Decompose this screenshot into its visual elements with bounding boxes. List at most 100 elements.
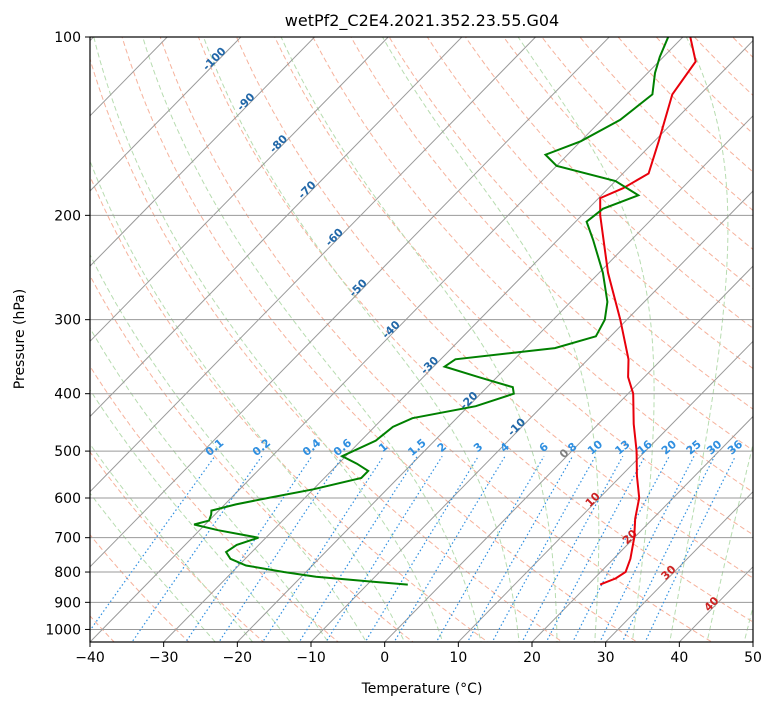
y-tick-label: 600 [54, 491, 81, 507]
dry-adiabat [6, 26, 429, 654]
dry-adiabat [421, 26, 775, 654]
isotherm-line [741, 10, 775, 654]
mixing-ratio-line [73, 456, 215, 654]
isotherm-line [0, 10, 194, 654]
isotherm-label: -100 [200, 44, 229, 73]
dry-adiabat [458, 26, 775, 654]
mixing-ratio-line [387, 456, 505, 654]
isotherm-label: 20 [620, 527, 640, 547]
mixing-ratio-line [178, 456, 312, 654]
x-tick-label: 40 [670, 650, 688, 666]
dry-adiabat [383, 26, 775, 654]
dry-adiabat [647, 26, 775, 654]
mixing-ratio-label: 3 [471, 440, 485, 455]
y-tick-label: 700 [54, 531, 81, 547]
isotherm-label: -30 [418, 354, 441, 377]
y-tick-label: 200 [54, 208, 81, 224]
mixing-ratio-label: 25 [684, 438, 704, 458]
dry-adiabat [534, 26, 775, 654]
mixing-ratio-line [594, 456, 694, 654]
mixing-ratio-line [124, 456, 262, 654]
mixing-ratio-line [430, 456, 544, 654]
isotherm-line [373, 10, 775, 654]
moist-adiabat [199, 24, 521, 654]
isotherm-line [0, 10, 341, 654]
isotherm-label: -80 [267, 132, 290, 155]
mixing-ratio-label: 0.2 [250, 436, 273, 458]
x-tick-label: 30 [597, 650, 615, 666]
isotherm-label: -50 [347, 276, 370, 299]
isotherm-label: 30 [659, 563, 679, 583]
moist-adiabat [704, 24, 775, 654]
isotherm-label: -40 [379, 318, 402, 341]
isotherm-label: -70 [295, 178, 318, 201]
mixing-ratio-label: 13 [613, 438, 633, 458]
dry-adiabat [270, 26, 775, 654]
moist-adiabat [509, 24, 654, 654]
isotherm-line [0, 10, 267, 654]
chart-title: wetPf2_C2E4.2021.352.23.55.G04 [285, 11, 559, 31]
y-axis-label: Pressure (hPa) [12, 289, 28, 389]
x-axis-label: Temperature (°C) [361, 681, 483, 697]
dry-adiabat [609, 26, 775, 654]
mixing-ratio-label: 1.5 [405, 436, 428, 458]
x-tick-label: 50 [744, 650, 762, 666]
mixing-ratio-label: 36 [725, 437, 745, 457]
dry-adiabat [684, 26, 775, 654]
mixing-ratio-line [461, 456, 573, 654]
y-tick-label: 800 [54, 565, 81, 581]
moist-adiabat [275, 24, 557, 654]
x-tick-label: −40 [75, 650, 105, 666]
dry-adiabat [307, 26, 775, 654]
dry-adiabat [194, 26, 775, 654]
moist-adiabat [741, 24, 775, 654]
mixing-ratio-line [486, 456, 596, 654]
dry-adiabat [157, 26, 732, 654]
isotherm-label: -90 [234, 90, 257, 113]
mixing-ratio-line [516, 456, 623, 654]
x-tick-label: 10 [449, 650, 467, 666]
moist-adiabat [375, 24, 599, 654]
dry-adiabat [232, 26, 775, 654]
mixing-ratio-label: 4 [498, 440, 512, 455]
isotherm-label: 10 [583, 490, 603, 510]
y-tick-label: 900 [54, 595, 81, 611]
mixing-ratio-label: 20 [659, 437, 679, 457]
dry-adiabat [345, 26, 775, 654]
isotherm-label: -60 [323, 226, 346, 249]
x-tick-label: −10 [296, 650, 326, 666]
mixing-ratio-label: 10 [585, 437, 605, 457]
y-tick-label: 300 [54, 313, 81, 329]
dry-adiabat [81, 26, 580, 654]
mixing-ratio-label: 2 [435, 440, 449, 455]
isotherm-line [594, 10, 775, 654]
moist-adiabat [0, 150, 299, 654]
mixing-ratio-line [319, 456, 442, 654]
x-tick-label: −20 [223, 650, 253, 666]
mixing-ratio-line [255, 456, 383, 654]
x-tick-label: −30 [149, 650, 179, 666]
x-tick-label: 0 [380, 650, 389, 666]
isotherm-label: -10 [505, 415, 528, 438]
x-tick-label: 20 [523, 650, 541, 666]
y-tick-label: 500 [54, 444, 81, 460]
dry-adiabat [760, 26, 775, 654]
plot-frame [90, 37, 753, 642]
moist-adiabat [139, 24, 484, 654]
y-tick-label: 1000 [45, 622, 81, 638]
moist-adiabat [0, 195, 226, 654]
isotherm-line [520, 10, 775, 654]
isotherm-label: 40 [702, 594, 722, 614]
dry-adiabat [0, 26, 353, 654]
mixing-ratio-label: 30 [704, 437, 724, 457]
mixing-ratio-line [358, 456, 478, 654]
moist-adiabat [94, 37, 447, 654]
y-tick-label: 400 [54, 387, 81, 403]
isotherm-line [299, 10, 775, 654]
mixing-ratio-label: 6 [537, 440, 551, 455]
dry-adiabat [496, 26, 775, 654]
y-tick-label: 100 [54, 30, 81, 46]
